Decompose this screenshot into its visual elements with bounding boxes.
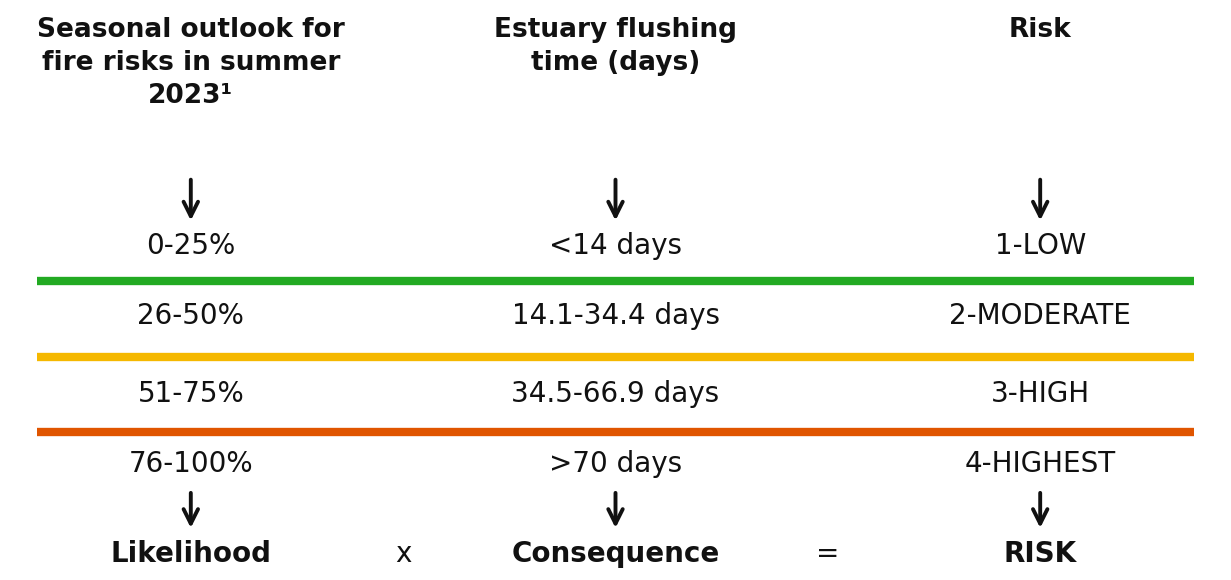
- Text: x: x: [395, 540, 411, 568]
- Text: >70 days: >70 days: [549, 450, 682, 478]
- Text: Risk: Risk: [1009, 17, 1071, 44]
- Text: 2-MODERATE: 2-MODERATE: [949, 302, 1131, 330]
- Text: Estuary flushing
time (days): Estuary flushing time (days): [494, 17, 737, 77]
- Text: 14.1-34.4 days: 14.1-34.4 days: [512, 302, 719, 330]
- Text: RISK: RISK: [1003, 540, 1077, 568]
- Text: Consequence: Consequence: [511, 540, 720, 568]
- Text: Seasonal outlook for
fire risks in summer
2023¹: Seasonal outlook for fire risks in summe…: [37, 17, 345, 110]
- Text: Likelihood: Likelihood: [111, 540, 271, 568]
- Text: =: =: [816, 540, 840, 568]
- Text: 51-75%: 51-75%: [138, 380, 244, 408]
- Text: 76-100%: 76-100%: [128, 450, 254, 478]
- Text: 26-50%: 26-50%: [138, 302, 244, 330]
- Text: 0-25%: 0-25%: [146, 233, 235, 260]
- Text: 4-HIGHEST: 4-HIGHEST: [965, 450, 1115, 478]
- Text: 34.5-66.9 days: 34.5-66.9 days: [511, 380, 720, 408]
- Text: 3-HIGH: 3-HIGH: [991, 380, 1089, 408]
- Text: <14 days: <14 days: [549, 233, 682, 260]
- Text: 1-LOW: 1-LOW: [995, 233, 1086, 260]
